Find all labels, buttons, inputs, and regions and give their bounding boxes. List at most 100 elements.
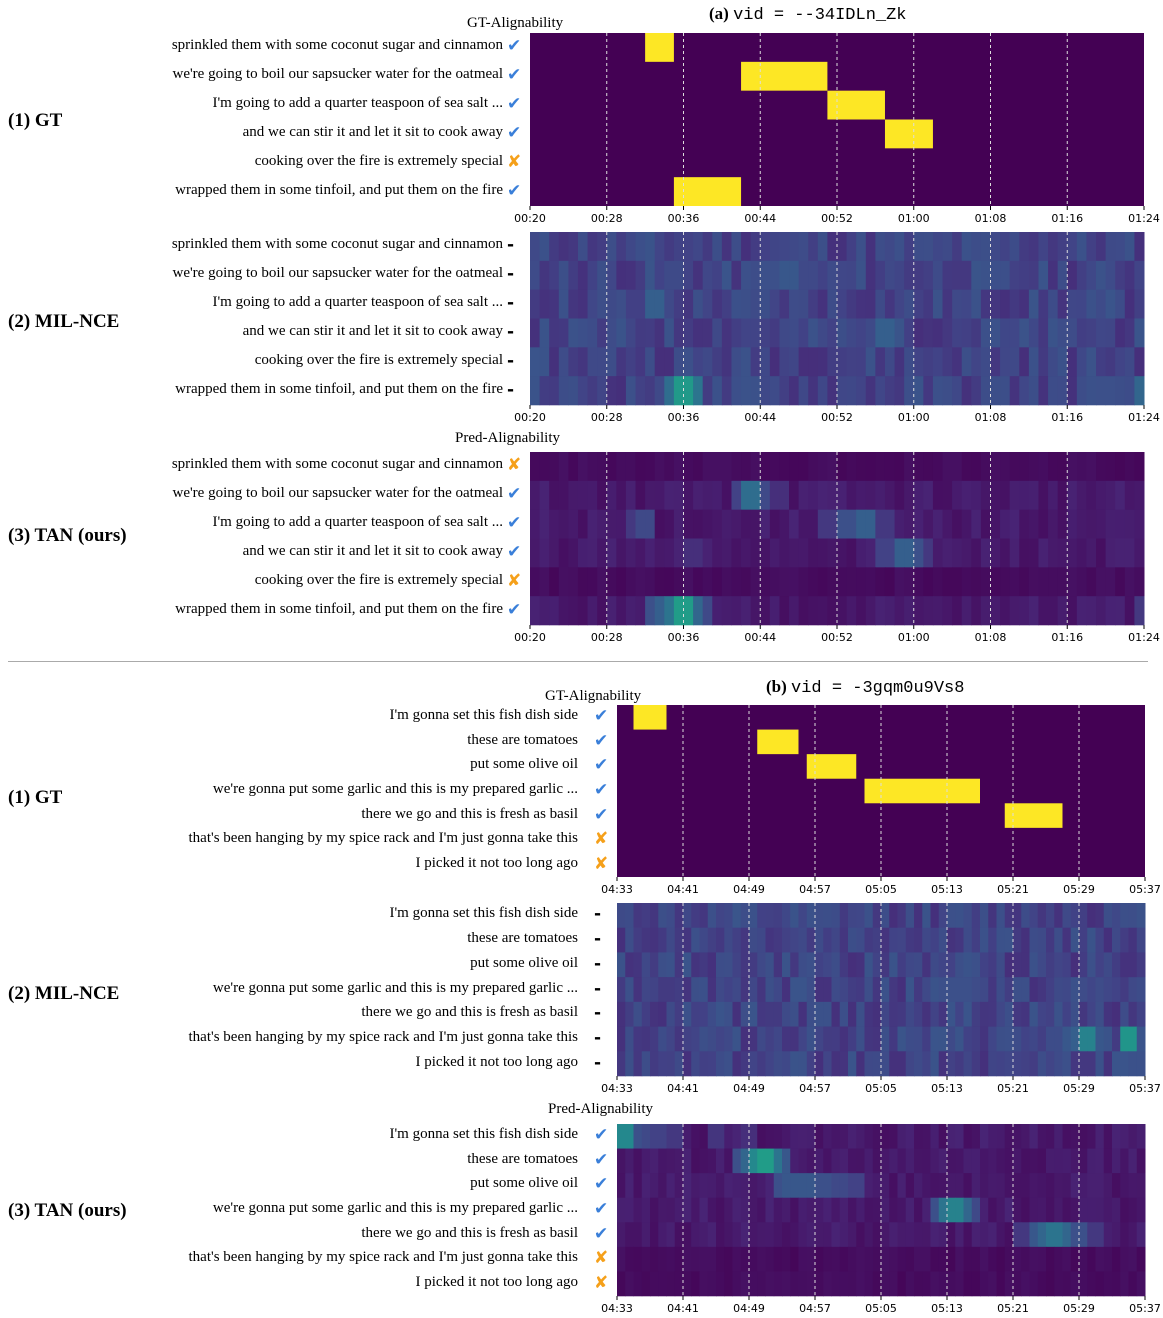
heatmap-cell — [724, 903, 733, 929]
heatmap-cell — [674, 1173, 684, 1199]
heatmap-cell — [625, 1001, 634, 1027]
heatmap-cell — [606, 347, 617, 377]
heatmap-cell — [1009, 318, 1020, 348]
heatmap-cell — [815, 1026, 824, 1052]
heatmap-cell — [790, 1148, 799, 1174]
heatmap-cell — [947, 927, 956, 953]
heatmap-cell — [568, 318, 579, 348]
heatmap-cell — [942, 318, 953, 348]
heatmap-cell — [749, 1173, 758, 1199]
heatmap-cell — [1029, 977, 1039, 1003]
heatmap-cell — [904, 232, 915, 262]
heatmap-cell — [757, 1271, 766, 1297]
heatmap-cell — [740, 1148, 750, 1174]
heatmap-cell — [806, 1051, 816, 1077]
heatmap-cell — [1062, 1001, 1072, 1027]
heatmap-cell — [1095, 1246, 1105, 1272]
heatmap-cell — [702, 318, 713, 348]
heatmap-cell — [1004, 927, 1014, 953]
heatmap-cell — [827, 260, 838, 290]
heatmap-cell — [568, 509, 579, 539]
heatmap-cell — [798, 977, 808, 1003]
heatmap-cell — [856, 1197, 865, 1223]
heatmap-cell — [645, 318, 656, 348]
x-tick-label: 00:36 — [668, 212, 700, 225]
heatmap-cell — [823, 977, 832, 1003]
heatmap-cell — [530, 318, 541, 348]
heatmap-cell — [549, 567, 560, 597]
heatmap-cell — [815, 952, 824, 978]
heatmap-cell — [1067, 347, 1078, 377]
heatmap-cell — [872, 1051, 882, 1077]
heatmap-cell — [641, 1246, 651, 1272]
heatmap-cell — [691, 1197, 700, 1223]
heatmap-cell — [773, 1001, 783, 1027]
heatmap-cell — [856, 903, 865, 929]
heatmap-cell — [707, 1124, 717, 1149]
dash-icon: - — [594, 953, 602, 974]
heatmap-cell — [1054, 1001, 1063, 1027]
heatmap-cell — [654, 596, 665, 626]
heatmap-cell — [1028, 376, 1039, 406]
gt-segment — [645, 33, 674, 62]
heatmap-cell — [856, 596, 867, 626]
heatmap-cell — [864, 1124, 874, 1149]
heatmap-cell — [673, 376, 684, 406]
panel-a-mil-heatmap: 00:20 00:28 00:36 00:44 00:52 01:00 01:08 01:16… — [514, 232, 1160, 424]
heatmap-cell — [996, 903, 1006, 929]
heatmap-cell — [1134, 347, 1145, 377]
heatmap-cell — [1009, 347, 1020, 377]
heatmap-cell — [815, 1124, 824, 1149]
heatmap-cell — [712, 376, 723, 406]
heatmap-cell — [798, 1246, 808, 1272]
heatmap-cell — [664, 509, 675, 539]
heatmap-cell — [721, 289, 732, 319]
cross-icon: ✘ — [594, 829, 609, 850]
heatmap-cell — [1115, 376, 1126, 406]
heatmap-cell — [1028, 567, 1039, 597]
heatmap-cell — [749, 1001, 758, 1027]
heatmap-cell — [1062, 1051, 1072, 1077]
heatmap-cell — [549, 376, 560, 406]
heatmap-cell — [616, 452, 627, 482]
heatmap-cell — [856, 318, 867, 348]
heatmap-cell — [693, 260, 704, 290]
heatmap-cell — [712, 480, 723, 510]
heatmap-cell — [625, 1197, 634, 1223]
heatmap-cell — [724, 1246, 733, 1272]
heatmap-cell — [1120, 1197, 1129, 1223]
heatmap-cell — [1103, 1026, 1113, 1052]
heatmap-cell — [831, 903, 841, 929]
sentence-label: there we go and this is fresh as basil — [361, 1004, 578, 1021]
heatmap-cell — [750, 318, 761, 348]
heatmap-cell — [1004, 1001, 1014, 1027]
heatmap-cell — [587, 567, 598, 597]
heatmap-cell — [539, 376, 550, 406]
heatmap-cell — [693, 376, 704, 406]
heatmap-cell — [988, 1148, 997, 1174]
heatmap-cell — [635, 452, 646, 482]
heatmap-cell — [782, 952, 791, 978]
heatmap-cell — [635, 260, 646, 290]
sentence-label: we're gonna put some garlic and this is … — [212, 781, 578, 797]
heatmap-cell — [856, 376, 867, 406]
heatmap-cell — [1087, 903, 1096, 929]
heatmap-cell — [875, 538, 886, 568]
heatmap-cell — [1136, 1001, 1146, 1027]
heatmap-cell — [641, 927, 651, 953]
heatmap-cell — [1028, 260, 1039, 290]
heatmap-cell — [760, 452, 771, 482]
heatmap-cell — [790, 1026, 799, 1052]
heatmap-cell — [864, 1051, 874, 1077]
heatmap-cell — [683, 1173, 692, 1199]
heatmap-cell — [1029, 952, 1039, 978]
heatmap-cell — [955, 1271, 964, 1297]
heatmap-cell — [947, 903, 956, 929]
heatmap-cell — [790, 927, 799, 953]
heatmap-cell — [827, 509, 838, 539]
heatmap-cell — [1128, 952, 1138, 978]
heatmap-cell — [1076, 347, 1087, 377]
heatmap-cell — [699, 927, 709, 953]
heatmap-cell — [712, 289, 723, 319]
heatmap-cell — [635, 567, 646, 597]
